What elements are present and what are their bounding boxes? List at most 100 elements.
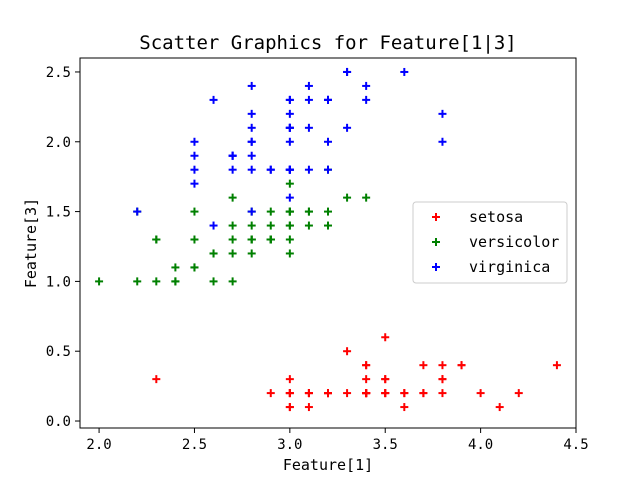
x-tick-label: 4.5 xyxy=(563,437,588,453)
data-point-virginica xyxy=(362,95,371,104)
y-axis-label: Feature[3] xyxy=(22,198,40,288)
data-point-virginica xyxy=(228,165,237,174)
data-point-setosa xyxy=(362,375,371,384)
data-point-setosa xyxy=(400,389,409,398)
data-point-virginica xyxy=(209,95,218,104)
data-point-virginica xyxy=(362,81,371,90)
x-axis: 2.0 2.5 3.0 3.5 4.0 4.5 xyxy=(86,428,589,453)
data-point-virginica xyxy=(438,137,447,146)
data-point-virginica xyxy=(343,67,352,76)
data-point-versicolor xyxy=(266,235,275,244)
data-point-versicolor xyxy=(95,277,104,286)
data-point-virginica xyxy=(190,137,199,146)
y-tick-label: 0.5 xyxy=(46,344,71,360)
data-point-versicolor xyxy=(285,221,294,230)
data-point-virginica xyxy=(266,165,275,174)
data-point-setosa xyxy=(457,361,466,370)
data-point-setosa xyxy=(419,389,428,398)
data-point-setosa xyxy=(400,403,409,412)
legend: setosa versicolor virginica xyxy=(412,201,568,284)
data-point-virginica xyxy=(285,95,294,104)
data-point-versicolor xyxy=(285,207,294,216)
data-point-virginica xyxy=(247,109,256,118)
data-point-virginica xyxy=(400,67,409,76)
y-tick-label: 1.0 xyxy=(46,274,71,290)
data-point-versicolor xyxy=(266,207,275,216)
x-tick-label: 3.0 xyxy=(277,437,302,453)
data-point-setosa xyxy=(285,403,294,412)
data-point-setosa xyxy=(419,361,428,370)
data-point-versicolor xyxy=(209,277,218,286)
data-point-virginica xyxy=(247,207,256,216)
series-versicolor xyxy=(95,165,371,286)
data-point-virginica xyxy=(133,207,142,216)
data-point-virginica xyxy=(190,165,199,174)
data-point-setosa xyxy=(304,403,313,412)
data-point-virginica xyxy=(285,165,294,174)
data-point-setosa xyxy=(495,403,504,412)
data-point-setosa xyxy=(552,361,561,370)
legend-marker-setosa xyxy=(432,213,440,221)
legend-marker-virginica xyxy=(432,263,440,271)
plot-area xyxy=(95,67,561,412)
data-point-setosa xyxy=(476,389,485,398)
data-point-setosa xyxy=(381,389,390,398)
data-point-setosa xyxy=(152,375,161,384)
data-point-setosa xyxy=(343,389,352,398)
data-point-setosa xyxy=(381,333,390,342)
data-point-virginica xyxy=(247,137,256,146)
data-point-virginica xyxy=(343,123,352,132)
plot-frame xyxy=(79,57,577,429)
y-tick-label: 0.0 xyxy=(46,414,71,430)
data-point-virginica xyxy=(324,165,332,174)
data-point-virginica xyxy=(247,81,256,90)
x-tick-label: 2.0 xyxy=(86,437,111,453)
chart-title: Scatter Graphics for Feature[1|3] xyxy=(139,32,517,54)
data-point-setosa xyxy=(304,389,313,398)
data-point-versicolor xyxy=(304,221,313,230)
y-tick-label: 1.5 xyxy=(46,205,71,221)
data-point-versicolor xyxy=(324,207,332,216)
data-point-versicolor xyxy=(209,249,218,258)
series-virginica xyxy=(133,67,447,230)
x-tick-label: 2.5 xyxy=(182,437,207,453)
series-setosa xyxy=(152,333,561,412)
data-point-virginica xyxy=(285,137,294,146)
data-point-versicolor xyxy=(152,277,161,286)
data-point-versicolor xyxy=(247,221,256,230)
data-point-virginica xyxy=(285,123,294,132)
data-point-virginica xyxy=(438,109,447,118)
data-point-setosa xyxy=(362,389,371,398)
data-point-setosa xyxy=(438,375,447,384)
y-tick-label: 2.0 xyxy=(46,135,71,151)
data-point-versicolor xyxy=(171,263,180,272)
data-point-versicolor xyxy=(304,207,313,216)
data-point-versicolor xyxy=(228,235,237,244)
data-point-virginica xyxy=(304,165,313,174)
data-point-versicolor xyxy=(228,221,237,230)
data-point-virginica xyxy=(304,123,313,132)
data-point-versicolor xyxy=(285,235,294,244)
data-point-virginica xyxy=(247,123,256,132)
data-point-virginica xyxy=(324,137,332,146)
data-point-versicolor xyxy=(266,221,275,230)
data-point-versicolor xyxy=(152,235,161,244)
data-point-setosa xyxy=(381,375,390,384)
data-point-setosa xyxy=(266,389,275,398)
data-point-versicolor xyxy=(343,193,352,202)
data-point-versicolor xyxy=(133,277,142,286)
data-point-versicolor xyxy=(228,193,237,202)
y-axis: 0.0 0.5 1.0 1.5 2.0 2.5 xyxy=(46,65,80,430)
data-point-virginica xyxy=(190,151,199,160)
data-point-setosa xyxy=(362,361,371,370)
data-point-virginica xyxy=(285,109,294,118)
x-tick-label: 4.0 xyxy=(468,437,493,453)
legend-label-virginica: virginica xyxy=(469,258,550,276)
data-point-versicolor xyxy=(190,235,199,244)
data-point-setosa xyxy=(285,389,294,398)
x-tick-label: 3.5 xyxy=(373,437,398,453)
data-point-virginica xyxy=(209,221,218,230)
data-point-versicolor xyxy=(190,263,199,272)
data-point-virginica xyxy=(247,165,256,174)
data-point-versicolor xyxy=(285,249,294,258)
